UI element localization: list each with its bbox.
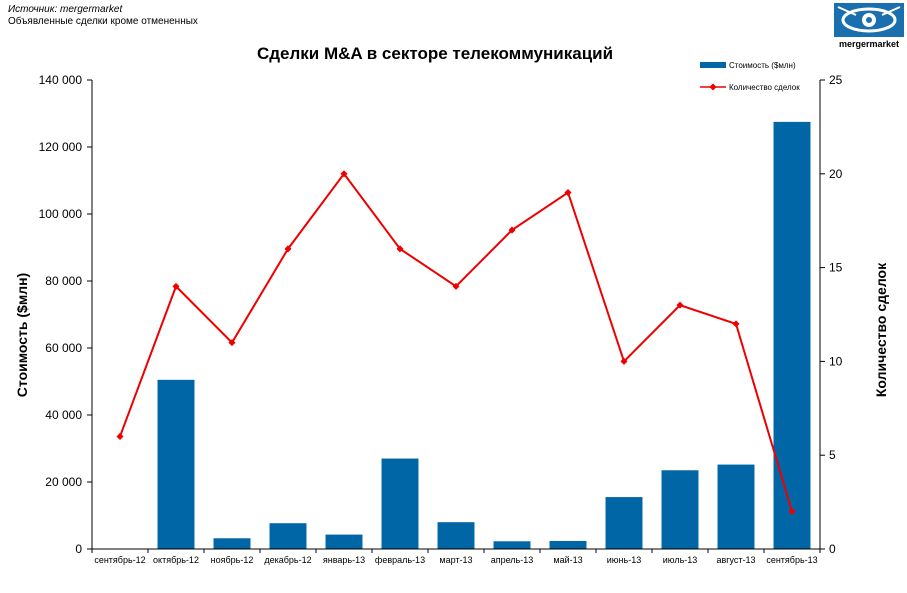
source-text: Источник: mergermarket bbox=[8, 4, 123, 15]
line-point-9 bbox=[620, 357, 628, 365]
y-tick-label-3: 60 000 bbox=[45, 341, 82, 355]
y-tick-label-5: 100 000 bbox=[39, 207, 83, 221]
line-point-3 bbox=[284, 245, 292, 253]
x-tick-label-4: январь-13 bbox=[323, 555, 365, 565]
line-point-12 bbox=[788, 507, 796, 516]
subtitle-text: Объявленные сделки кроме отмененных bbox=[8, 16, 198, 27]
x-tick-label-7: апрель-13 bbox=[491, 555, 534, 565]
x-tick-label-8: май-13 bbox=[553, 555, 582, 565]
logo-text: mergermarket bbox=[838, 39, 900, 49]
bar-9 bbox=[605, 497, 643, 549]
line-point-4 bbox=[340, 170, 348, 178]
x-tick-label-5: февраль-13 bbox=[375, 555, 425, 565]
x-tick-label-12: сентябрь-13 bbox=[766, 555, 817, 565]
eye-logo-icon bbox=[834, 3, 904, 37]
bar-4 bbox=[325, 534, 363, 549]
y-tick-label-4: 80 000 bbox=[45, 274, 82, 288]
bar-11 bbox=[717, 464, 755, 549]
x-tick-label-6: март-13 bbox=[439, 555, 472, 565]
x-tick-label-1: октябрь-12 bbox=[153, 555, 199, 565]
logo: mergermarket bbox=[834, 3, 904, 49]
y-axis-title: Стоимость ($млн) bbox=[14, 273, 30, 397]
line-point-11 bbox=[732, 320, 740, 328]
line-series bbox=[119, 172, 793, 512]
bar-10 bbox=[661, 470, 699, 549]
y-tick-label-0: 0 bbox=[75, 542, 82, 556]
x-tick-label-2: ноябрь-12 bbox=[211, 555, 254, 565]
legend-line-marker bbox=[709, 83, 717, 91]
line-point-8 bbox=[564, 189, 572, 197]
line-point-6 bbox=[452, 282, 460, 290]
y-tick-label-1: 20 000 bbox=[45, 475, 82, 489]
y2-tick-label-1: 5 bbox=[829, 448, 836, 462]
legend: Стоимость ($млн) Количество сделок bbox=[700, 61, 800, 92]
y-tick-label-2: 40 000 bbox=[45, 408, 82, 422]
bar-7 bbox=[493, 541, 531, 549]
bar-3 bbox=[269, 523, 307, 549]
line-point-10 bbox=[676, 301, 684, 309]
y2-tick-label-2: 10 bbox=[829, 354, 843, 368]
y2-tick-label-4: 20 bbox=[829, 167, 843, 181]
bar-5 bbox=[381, 458, 419, 549]
line-point-0 bbox=[116, 432, 124, 440]
x-tick-label-3: декабрь-12 bbox=[264, 555, 311, 565]
y2-tick-label-3: 15 bbox=[829, 261, 843, 275]
line-point-5 bbox=[396, 245, 404, 253]
legend-bar-label: Стоимость ($млн) bbox=[729, 61, 796, 70]
y-tick-label-6: 120 000 bbox=[39, 140, 83, 154]
y2-tick-label-5: 25 bbox=[829, 73, 843, 87]
x-tick-label-11: август-13 bbox=[716, 555, 755, 565]
x-tick-label-0: сентябрь-12 bbox=[94, 555, 145, 565]
bar-6 bbox=[437, 522, 475, 549]
bar-12 bbox=[773, 121, 811, 549]
source-block: Источник: mergermarket Объявленные сделк… bbox=[8, 4, 198, 28]
chart-title: Сделки M&A в секторе телекоммуникаций bbox=[256, 44, 614, 63]
legend-line-label: Количество сделок bbox=[729, 83, 800, 92]
bar-8 bbox=[549, 540, 587, 549]
y-tick-label-7: 140 000 bbox=[39, 73, 83, 87]
x-tick-label-10: июль-13 bbox=[663, 555, 698, 565]
line-point-1 bbox=[172, 282, 180, 290]
y2-tick-label-0: 0 bbox=[829, 542, 836, 556]
x-tick-label-9: июнь-13 bbox=[607, 555, 641, 565]
line-point-7 bbox=[508, 226, 516, 234]
y2-axis-title: Количество сделок bbox=[873, 262, 889, 397]
legend-bar-swatch bbox=[700, 62, 726, 68]
line-point-2 bbox=[228, 339, 236, 347]
bar-2 bbox=[213, 538, 251, 549]
bar-1 bbox=[157, 379, 195, 549]
